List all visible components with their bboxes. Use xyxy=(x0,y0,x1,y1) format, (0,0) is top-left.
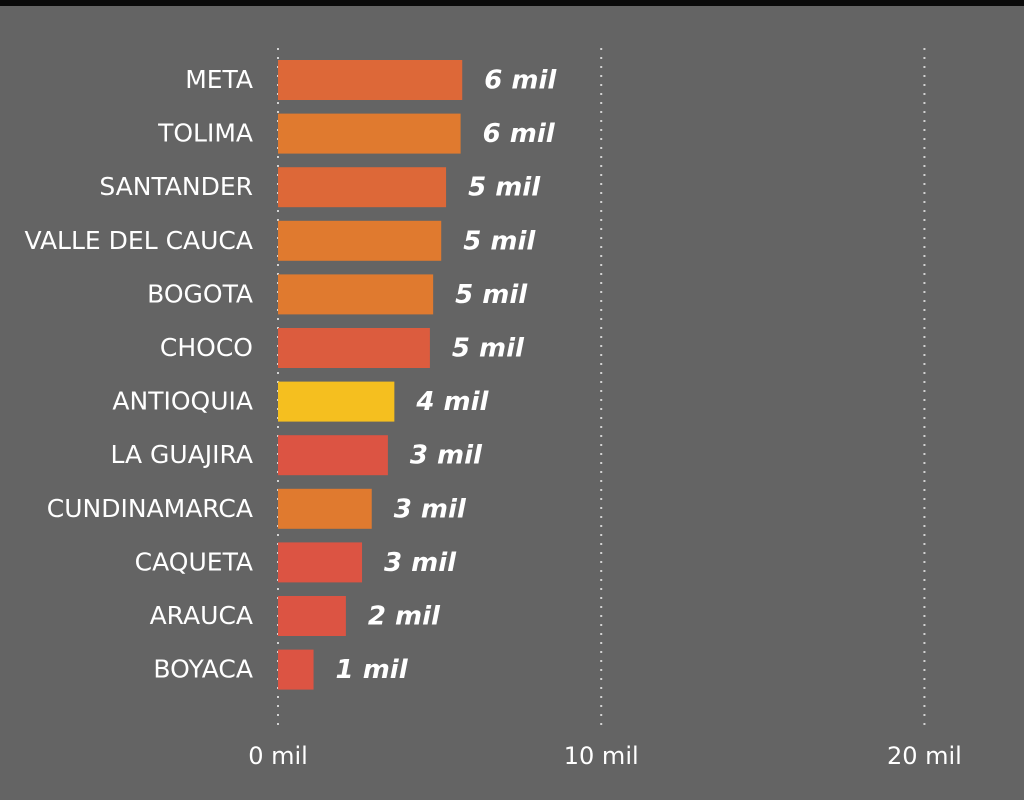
data-labels: 6 mil 6 mil 5 mil 5 mil 5 mil 5 mil 4 mil 3 mil… xyxy=(336,66,558,686)
bar-valle-del-cauca[interactable] xyxy=(278,220,442,261)
x-tick-label: 10 mil xyxy=(564,742,639,770)
category-label: META xyxy=(185,65,253,94)
bar-cundinamarca[interactable] xyxy=(278,488,372,529)
data-label: 3 mil xyxy=(384,548,457,578)
category-label: SANTANDER xyxy=(99,172,253,201)
x-tick-label: 20 mil xyxy=(887,742,962,770)
data-label: 5 mil xyxy=(452,334,525,364)
x-tick-label: 0 mil xyxy=(248,742,308,770)
category-label: CUNDINAMARCA xyxy=(47,494,253,523)
data-label: 5 mil xyxy=(463,226,536,256)
category-label: LA GUAJIRA xyxy=(110,440,253,469)
category-label: VALLE DEL CAUCA xyxy=(24,226,253,255)
data-label: 6 mil xyxy=(483,119,556,149)
data-label: 2 mil xyxy=(368,602,441,632)
bar-arauca[interactable] xyxy=(278,596,346,636)
bar-antioquia[interactable] xyxy=(278,381,395,422)
bar-choco[interactable] xyxy=(278,328,430,368)
data-label: 4 mil xyxy=(415,387,489,417)
category-label: ARAUCA xyxy=(150,601,253,630)
category-label: BOGOTA xyxy=(147,279,253,308)
bars xyxy=(278,60,463,690)
top-border-strip xyxy=(0,0,1024,6)
bar-tolima[interactable] xyxy=(278,113,461,154)
category-label: ANTIOQUIA xyxy=(112,387,253,416)
data-label: 5 mil xyxy=(468,173,541,203)
category-label: CHOCO xyxy=(160,333,253,362)
bar-caqueta[interactable] xyxy=(278,542,363,583)
category-labels: META TOLIMA SANTANDER VALLE DEL CAUCA BOGOTA… xyxy=(24,65,253,684)
category-label: CAQUETA xyxy=(135,547,253,576)
category-label: TOLIMA xyxy=(157,119,253,148)
x-axis-ticks: 0 mil 10 mil 20 mil xyxy=(248,742,962,770)
bar-boyaca[interactable] xyxy=(278,649,314,690)
data-label: 3 mil xyxy=(394,494,467,524)
bar-bogota[interactable] xyxy=(278,274,434,315)
bar-santander[interactable] xyxy=(278,167,447,208)
data-label: 1 mil xyxy=(336,655,409,685)
data-label: 6 mil xyxy=(484,66,557,96)
data-label: 5 mil xyxy=(455,280,528,310)
bar-la-guajira[interactable] xyxy=(278,435,388,476)
data-label: 3 mil xyxy=(410,441,483,471)
chart-panel xyxy=(0,6,1024,800)
category-label: BOYACA xyxy=(153,655,253,684)
bar-meta[interactable] xyxy=(278,60,463,100)
